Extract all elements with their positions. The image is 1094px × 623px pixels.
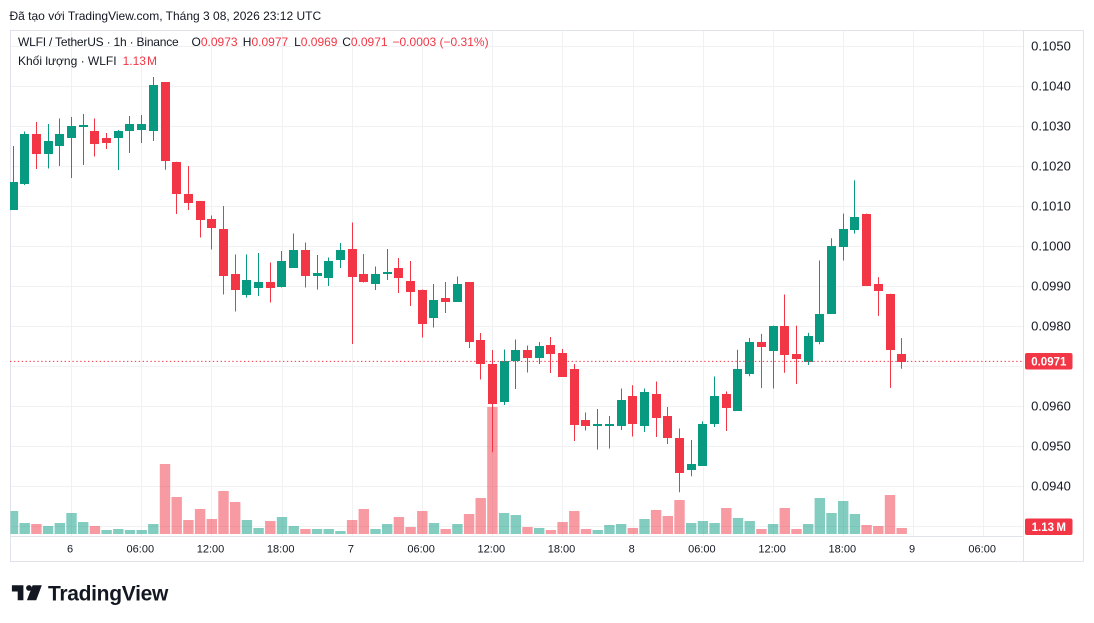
svg-text:TradingView: TradingView <box>48 583 169 606</box>
svg-text:0.0971: 0.0971 <box>1031 356 1067 368</box>
svg-text:9: 9 <box>909 543 915 555</box>
svg-text:6: 6 <box>67 543 73 555</box>
svg-text:7: 7 <box>348 543 354 555</box>
svg-text:0.0940: 0.0940 <box>1031 479 1071 494</box>
svg-text:06:00: 06:00 <box>688 543 716 555</box>
svg-text:0.0960: 0.0960 <box>1031 399 1071 414</box>
svg-text:1.13 M: 1.13 M <box>1032 522 1066 534</box>
svg-text:0.1020: 0.1020 <box>1031 159 1071 174</box>
svg-text:18:00: 18:00 <box>267 543 295 555</box>
svg-text:8: 8 <box>629 543 635 555</box>
svg-text:12:00: 12:00 <box>478 543 506 555</box>
svg-text:06:00: 06:00 <box>127 543 155 555</box>
svg-text:06:00: 06:00 <box>407 543 435 555</box>
svg-text:0.1040: 0.1040 <box>1031 79 1071 94</box>
svg-text:18:00: 18:00 <box>829 543 857 555</box>
svg-text:0.1000: 0.1000 <box>1031 239 1071 254</box>
svg-text:12:00: 12:00 <box>758 543 786 555</box>
svg-text:0.1050: 0.1050 <box>1031 39 1071 54</box>
svg-text:0.1010: 0.1010 <box>1031 199 1071 214</box>
svg-text:12:00: 12:00 <box>197 543 225 555</box>
svg-text:06:00: 06:00 <box>968 543 996 555</box>
svg-text:18:00: 18:00 <box>548 543 576 555</box>
svg-text:0.1030: 0.1030 <box>1031 119 1071 134</box>
svg-text:0.0990: 0.0990 <box>1031 279 1071 294</box>
svg-text:0.0980: 0.0980 <box>1031 319 1071 334</box>
svg-text:0.0950: 0.0950 <box>1031 439 1071 454</box>
